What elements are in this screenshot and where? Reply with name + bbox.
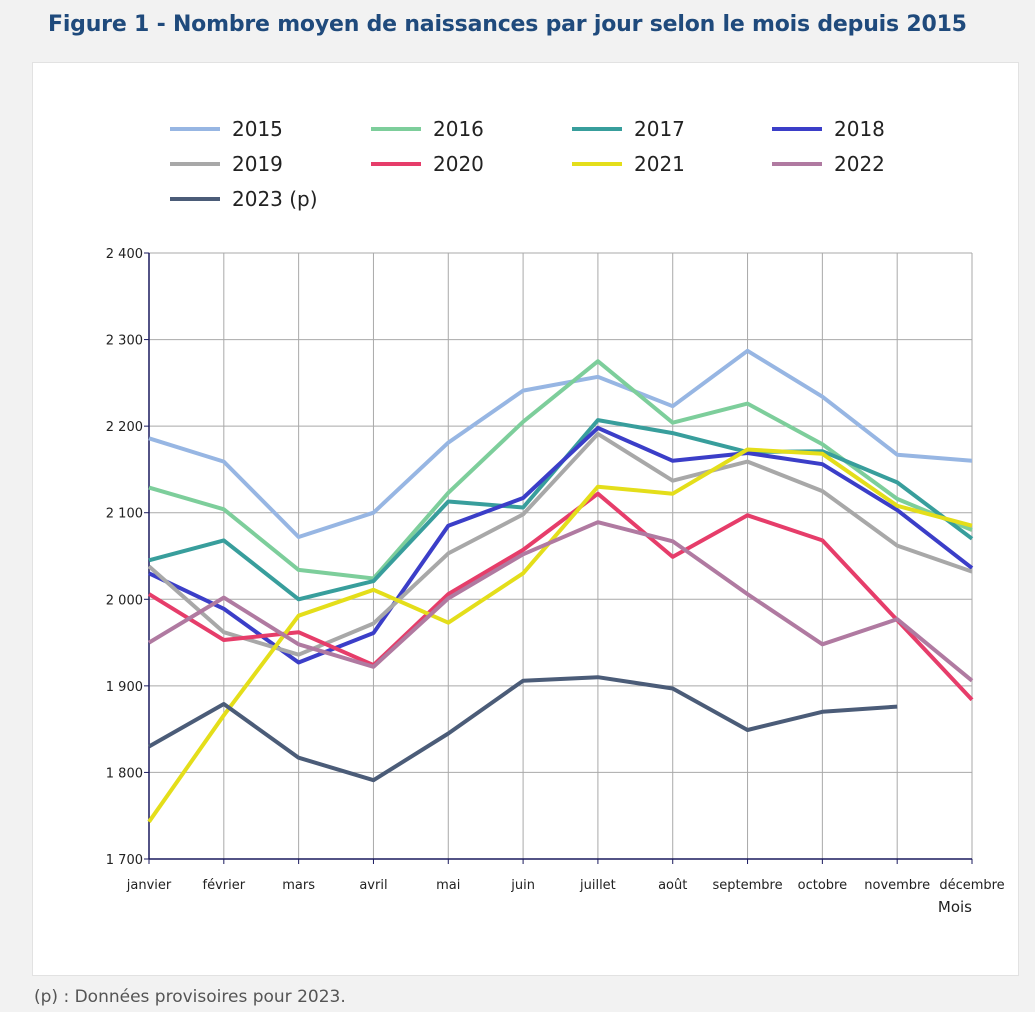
series-line-2020 <box>147 491 974 702</box>
x-tick-label-octobre: octobre <box>798 878 847 893</box>
x-tick-label-f-vrier: février <box>203 878 246 893</box>
y-tick-label: 2 300 <box>106 334 143 349</box>
legend-item-2016: 2016 <box>371 117 484 141</box>
legend-item-2021: 2021 <box>572 152 685 176</box>
legend-label: 2017 <box>634 117 685 141</box>
y-tick-label: 1 900 <box>106 680 143 695</box>
chart-panel: 2015 2016 2017 2018 2019 2020 2021 2022 2023 (p)… <box>32 62 1019 976</box>
series-line-2022 <box>147 520 974 683</box>
x-tick-label-janvier: janvier <box>126 878 172 893</box>
legend-label: 2022 <box>834 152 885 176</box>
legend-item-2020: 2020 <box>371 152 484 176</box>
x-tick-label-mars: mars <box>282 878 315 893</box>
series-line-2019 <box>147 431 973 657</box>
legend-item-2023-p: 2023 (p) <box>170 187 318 211</box>
legend-item-2022: 2022 <box>772 152 885 176</box>
line-chart: 2015 2016 2017 2018 2019 2020 2021 2022 2023 (p)… <box>106 117 1005 916</box>
series-line-2018 <box>148 425 974 665</box>
y-tick-label: 2 000 <box>106 593 143 608</box>
series-line-2021 <box>147 447 973 823</box>
x-tick-label-septembre: septembre <box>712 878 782 893</box>
legend-label: 2023 (p) <box>232 187 318 211</box>
chart-grid <box>149 252 973 859</box>
x-tick-label-avril: avril <box>359 878 387 893</box>
legend-item-2019: 2019 <box>170 152 283 176</box>
x-tick-label-novembre: novembre <box>864 878 930 893</box>
chart-legend: 2015 2016 2017 2018 2019 2020 2021 2022 2023 (p) <box>170 117 885 211</box>
y-axis-ticks: 1 700 1 800 1 900 2 000 2 100 2 200 2 300 2 400 <box>106 247 149 868</box>
x-axis-ticks: janvier février mars avril mai juin juillet aoû… <box>126 859 1005 893</box>
y-tick-label: 2 200 <box>106 420 143 435</box>
x-tick-label-juin: juin <box>510 878 535 893</box>
x-tick-label-d-cembre: décembre <box>939 878 1004 893</box>
series-line-2023-p <box>148 675 898 783</box>
x-tick-label-mai: mai <box>436 878 460 893</box>
y-tick-label: 2 100 <box>106 507 143 522</box>
series-lines <box>147 348 974 823</box>
legend-item-2017: 2017 <box>572 117 685 141</box>
x-axis-label: Mois <box>938 898 972 916</box>
legend-item-2015: 2015 <box>170 117 283 141</box>
chart-axes <box>148 253 972 860</box>
y-tick-label: 1 700 <box>106 853 143 868</box>
legend-label: 2019 <box>232 152 283 176</box>
y-tick-label: 2 400 <box>106 247 143 262</box>
legend-label: 2016 <box>433 117 484 141</box>
x-tick-label-juillet: juillet <box>579 878 616 893</box>
legend-label: 2020 <box>433 152 484 176</box>
legend-item-2018: 2018 <box>772 117 885 141</box>
legend-label: 2015 <box>232 117 283 141</box>
x-tick-label-ao-t: août <box>658 878 687 893</box>
series-line-2016 <box>148 359 973 581</box>
figure-title: Figure 1 - Nombre moyen de naissances pa… <box>48 12 967 37</box>
series-line-2015 <box>148 348 973 539</box>
legend-label: 2021 <box>634 152 685 176</box>
footnote: (p) : Données provisoires pour 2023. <box>34 987 346 1007</box>
y-tick-label: 1 800 <box>106 766 143 781</box>
legend-label: 2018 <box>834 117 885 141</box>
